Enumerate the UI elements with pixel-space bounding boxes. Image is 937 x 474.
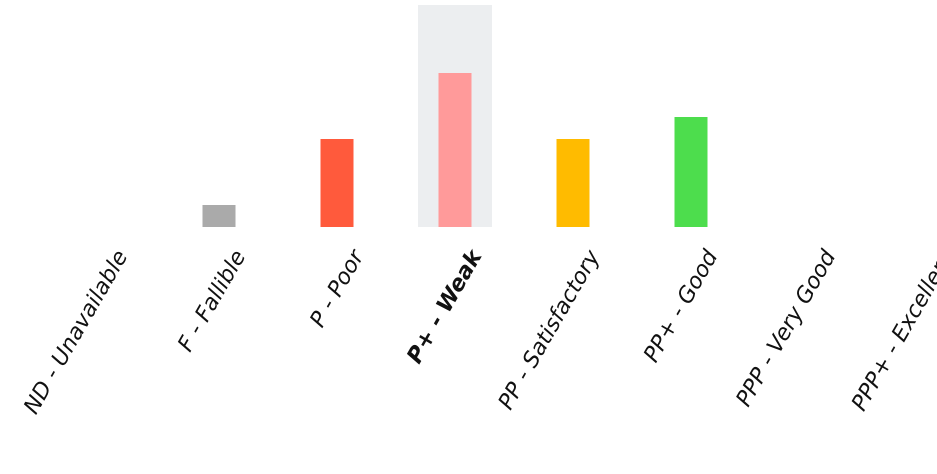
bars-layer: [202, 73, 708, 227]
tick-label-1: F - Fallible: [173, 246, 251, 356]
bar-1[interactable]: [202, 205, 236, 227]
tick-label-4: PP - Satisfactory: [494, 245, 606, 414]
bar-4[interactable]: [556, 139, 590, 227]
tick-label-2: P - Poor: [305, 244, 370, 331]
tick-label-6: PPP - Very Good: [732, 245, 842, 411]
tick-label-3: P+ - Weak: [403, 245, 488, 368]
bar-2[interactable]: [320, 139, 354, 227]
bar-3[interactable]: [438, 73, 472, 227]
labels-layer: ND - Unavailable F - Fallible P - Poor P+ -…: [19, 244, 937, 418]
tick-label-0: ND - Unavailable: [19, 246, 133, 418]
tick-label-5: PP+ - Good: [639, 245, 724, 366]
tick-label-7: PPP+ - Excellent: [847, 245, 937, 415]
bar-5[interactable]: [674, 117, 708, 227]
